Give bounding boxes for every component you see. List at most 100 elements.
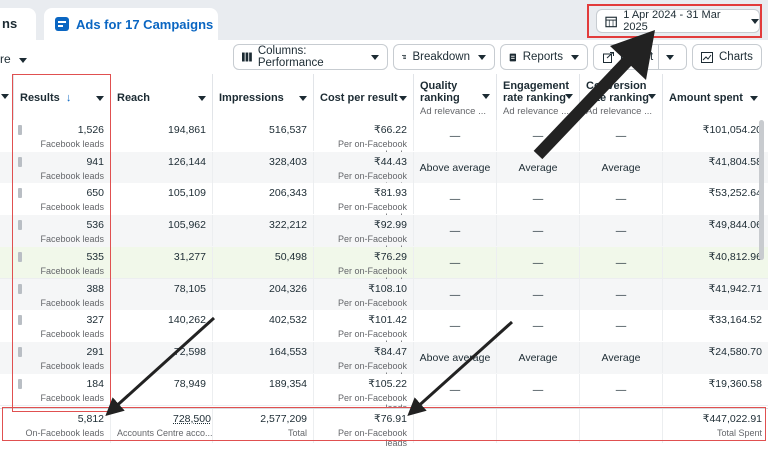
cell-impressions: 189,354 [213,373,314,405]
columns-label: Columns: Performance [257,45,324,69]
chevron-down-icon [399,96,407,101]
table-row[interactable]: 650 Facebook leads 105,109 206,343 ₹81.93 Per… [0,183,768,222]
edit-icon[interactable] [18,283,22,294]
cell-spent-value: ₹41,804.58 [708,155,762,168]
breakdown-button[interactable]: Breakdown [393,44,495,70]
cell-conversion: — [580,120,663,151]
cell-reach: 105,109 [111,183,213,215]
cell-spent-value: ₹24,580.70 [708,345,762,358]
cell-spent-value: ₹19,360.58 [708,377,762,390]
header-results[interactable]: Results ↓ [14,74,111,120]
total-impressions: 2,577,209 Total [213,409,314,443]
cell-conversion-value: — [615,288,627,301]
charts-button[interactable]: Charts [692,44,762,70]
cell-results-sub: Facebook leads [40,139,104,149]
cell-engagement-value: Average [518,161,558,174]
table-row[interactable]: 184 Facebook leads 78,949 189,354 ₹105.22 Per… [0,373,768,413]
cell-results-sub: Facebook leads [40,265,104,276]
cell-results-sub: Facebook leads [40,329,104,340]
header-reach-label: Reach [117,92,151,104]
columns-button[interactable]: Columns: Performance [233,44,388,70]
cell-conversion-value: — [615,320,627,333]
total-reach-value: 728,500 [173,413,211,425]
cell-spent: ₹53,252.64 [663,183,768,214]
header-amount-spent[interactable]: Amount spent [663,74,768,120]
edit-icon[interactable] [18,251,22,262]
cell-engagement-value: — [532,383,544,396]
cell-reach: 72,598 [111,341,213,373]
export-button[interactable]: Export [593,44,687,70]
cell-cpr-value: ₹76.29 [374,250,407,263]
header-conversion-ranking[interactable]: Conversion rate ranking Ad relevance ... [580,74,663,120]
breakdown-icon [402,54,407,60]
table-row[interactable]: 535 Facebook leads 31,277 50,498 ₹76.29 Per o… [0,246,768,286]
header-cost-per-result[interactable]: Cost per result [314,74,414,120]
cell-engagement-value: — [532,130,544,142]
edit-icon[interactable] [18,188,22,199]
date-range-picker[interactable]: 1 Apr 2024 - 31 Mar 2025 [596,9,760,33]
totals-row: 5,812 On-Facebook leads 728,500 Accounts C… [0,408,768,448]
reports-icon [509,53,517,61]
header-reach[interactable]: Reach [111,74,213,120]
cell-spent: ₹33,164.52 [663,310,768,341]
table-row[interactable]: 536 Facebook leads 105,962 322,212 ₹92.99 Per… [0,215,768,254]
header-engagement-ranking[interactable]: Engagement rate ranking Ad relevance ... [497,74,580,120]
total-results-sub: On-Facebook leads [25,428,104,438]
cell-cpr-value: ₹81.93 [374,187,407,200]
export-dropdown-icon[interactable] [666,55,674,60]
total-impressions-value: 2,577,209 [260,413,307,425]
tab-ads[interactable]: Ads for 17 Campaigns [44,8,218,40]
header-prev-column[interactable] [0,74,14,120]
table-row[interactable]: 327 Facebook leads 140,262 402,532 ₹101.42 Pe… [0,310,768,349]
total-impressions-sub: Total [287,428,307,438]
cell-results-value: 650 [86,187,104,200]
cell-results: 388 Facebook leads [14,278,111,310]
cell-results-sub: Facebook leads [40,170,104,181]
table-row[interactable]: 291 Facebook leads 72,598 164,553 ₹84.47 Per … [0,341,768,381]
header-quality-ranking[interactable]: Quality ranking Ad relevance ... [414,74,497,120]
total-spent-sub: Total Spent [716,428,762,438]
view-dropdown[interactable]: re [0,52,27,66]
header-impressions-label: Impressions [219,92,284,104]
cell-cpr-value: ₹44.43 [374,155,407,168]
cell-reach: 31,277 [111,246,213,278]
cell-results-value: 1,526 [77,124,104,136]
cell-impressions-value: 328,403 [269,155,307,168]
cell-spent-value: ₹40,812.96 [708,250,762,263]
tab-ads-label: Ads for 17 Campaigns [76,16,214,32]
cell-engagement: — [497,246,580,278]
edit-icon[interactable] [18,220,22,231]
cell-reach-value: 78,105 [173,282,206,295]
cell-reach-value: 78,949 [173,377,206,390]
table-row[interactable]: 1,526 Facebook leads 194,861 516,537 ₹66.22 P… [0,120,768,159]
header-conversion-sub: Ad relevance ... [586,106,653,117]
cell-reach: 78,949 [111,373,213,405]
edit-icon[interactable] [18,125,22,135]
cell-impressions-value: 402,532 [269,314,307,327]
edit-icon[interactable] [18,315,22,326]
cell-engagement-value: — [532,193,544,206]
cell-results-value: 536 [86,219,104,232]
table-row[interactable]: 941 Facebook leads 126,144 328,403 ₹44.43 Per… [0,151,768,191]
cell-impressions-value: 204,326 [269,282,307,295]
cell-impressions: 204,326 [213,278,314,310]
tab-previous[interactable]: ns [0,8,36,40]
cell-quality: — [414,278,497,310]
edit-icon[interactable] [18,156,22,167]
cell-quality-value: — [449,383,461,396]
header-impressions[interactable]: Impressions [213,74,314,120]
cell-results-value: 327 [86,314,104,327]
table-row[interactable]: 388 Facebook leads 78,105 204,326 ₹108.10 Per… [0,278,768,318]
total-spent-value: ₹447,022.91 [702,413,762,425]
header-quality-label: Quality ranking [420,80,460,104]
cell-impressions: 516,537 [213,120,314,151]
vertical-scrollbar[interactable] [759,120,764,260]
edit-icon[interactable] [18,346,22,357]
total-reach[interactable]: 728,500 Accounts Centre acco... [111,409,213,443]
edit-icon[interactable] [18,378,22,389]
chevron-down-icon [565,94,573,99]
reports-button[interactable]: Reports [500,44,588,70]
cell-quality-value: — [449,193,461,206]
